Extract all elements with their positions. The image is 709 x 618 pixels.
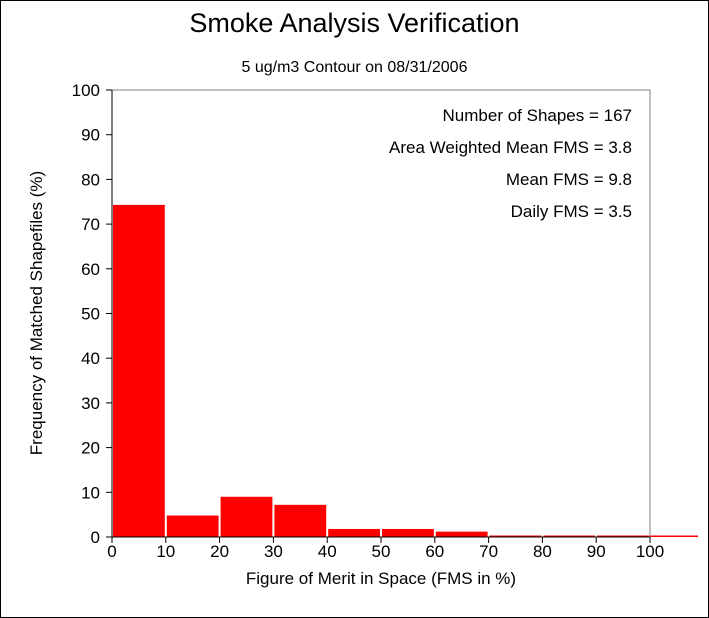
x-tick-label-10: 10 (156, 542, 175, 561)
x-tick-label-70: 70 (479, 542, 498, 561)
annotation-area-weighted-mean-fms: Area Weighted Mean FMS = 3.8 (388, 138, 632, 157)
chart-title: Smoke Analysis Verification (189, 8, 520, 38)
annotation-daily-fms: Daily FMS = 3.5 (510, 202, 632, 221)
bar-20-30 (220, 496, 273, 537)
y-tick-label-70: 70 (81, 215, 100, 234)
bar-60-70 (435, 531, 488, 537)
bar-0-10 (113, 204, 165, 537)
x-axis-label: Figure of Merit in Space (FMS in %) (245, 569, 517, 588)
bar-50-60 (382, 528, 434, 537)
y-tick-label-20: 20 (81, 439, 100, 458)
y-tick-label-100: 100 (72, 81, 100, 100)
bar-70-80 (489, 535, 542, 537)
chart-subtitle: 5 ug/m3 Contour on 08/31/2006 (241, 59, 468, 76)
y-tick-label-10: 10 (81, 483, 100, 502)
bar-40-50 (328, 528, 380, 537)
y-tick-label-90: 90 (81, 126, 100, 145)
x-tick-label-60: 60 (425, 542, 444, 561)
x-tick-label-0: 0 (107, 542, 116, 561)
bar-10-20 (166, 515, 219, 537)
y-tick-label-30: 30 (81, 394, 100, 413)
annotation-number-of-shapes: Number of Shapes = 167 (442, 106, 632, 125)
stats-annotations: Number of Shapes = 167 Area Weighted Mea… (389, 100, 632, 228)
bar-90-100 (597, 535, 649, 537)
y-tick-label-50: 50 (81, 305, 100, 324)
x-tick-label-80: 80 (533, 542, 552, 561)
y-tick-label-40: 40 (81, 349, 100, 368)
x-tick-label-100: 100 (636, 542, 664, 561)
y-tick-label-60: 60 (81, 260, 100, 279)
x-tick-label-40: 40 (318, 542, 337, 561)
x-tick-label-30: 30 (264, 542, 283, 561)
x-tick-label-90: 90 (587, 542, 606, 561)
x-tick-label-20: 20 (210, 542, 229, 561)
bar-80-90 (543, 535, 596, 537)
y-tick-label-0: 0 (91, 528, 100, 547)
x-tick-label-50: 50 (372, 542, 391, 561)
bar-30-40 (274, 504, 327, 537)
annotation-mean-fms: Mean FMS = 9.8 (505, 170, 632, 189)
y-tick-label-80: 80 (81, 170, 100, 189)
